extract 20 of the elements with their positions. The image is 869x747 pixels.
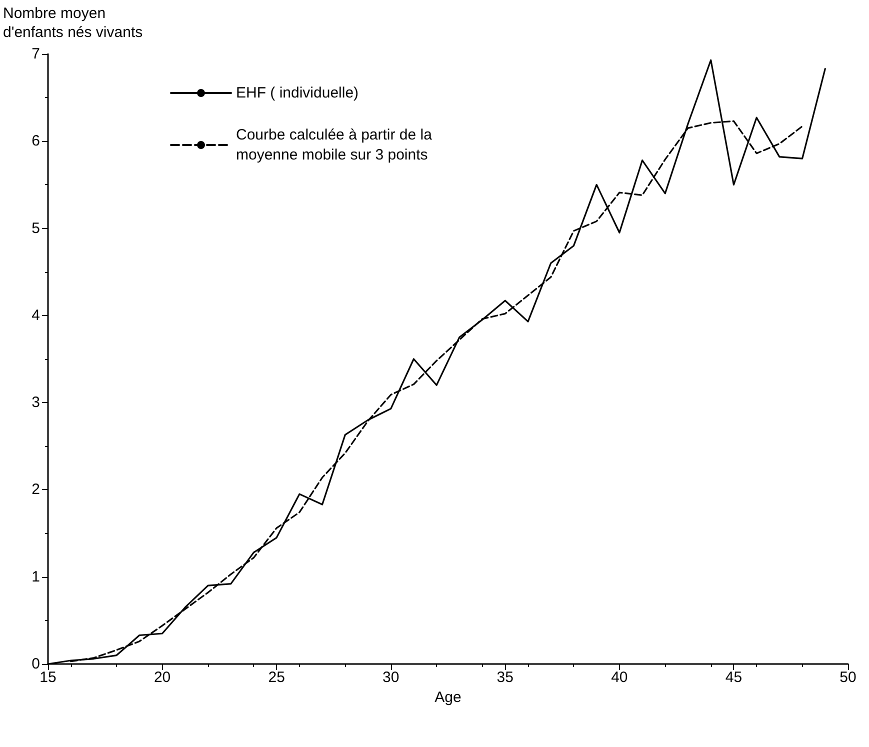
y-tick-label: 5 [32,220,40,237]
y-tick-label: 1 [32,568,40,586]
y-tick-label: 4 [32,306,40,324]
legend-label: EHF ( individuelle) [236,84,359,102]
y-tick-label: 0 [32,656,40,672]
x-tick-label: 40 [611,669,628,686]
y-tick-label: 3 [32,394,40,412]
x-tick-label: 45 [725,669,742,686]
legend-label: Courbe calculée à partir de la moyenne mobile sur 3 points [236,126,436,164]
x-tick-label: 50 [840,669,856,686]
y-tick-label: 6 [32,132,40,150]
x-tick-label: 30 [382,669,400,686]
x-tick-label: 20 [154,669,171,686]
x-axis-title: Age [434,688,462,706]
y-tick-label: 2 [32,481,40,498]
x-tick-label: 25 [268,669,285,686]
x-tick-label: 15 [40,669,56,686]
y-tick-label: 7 [32,46,40,62]
y-axis-title: Nombre moyen d'enfants nés vivants [3,5,143,41]
x-tick-label: 35 [496,669,514,686]
